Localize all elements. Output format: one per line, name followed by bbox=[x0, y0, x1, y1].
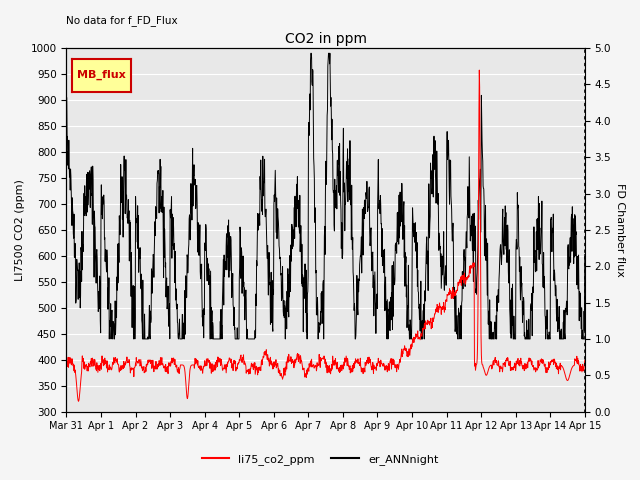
Legend: li75_co2_ppm, er_ANNnight: li75_co2_ppm, er_ANNnight bbox=[197, 450, 443, 469]
Y-axis label: LI7500 CO2 (ppm): LI7500 CO2 (ppm) bbox=[15, 179, 25, 281]
Text: No data for f_FD_Flux: No data for f_FD_Flux bbox=[67, 15, 178, 26]
Title: CO2 in ppm: CO2 in ppm bbox=[285, 32, 367, 46]
Y-axis label: FD Chamber flux: FD Chamber flux bbox=[615, 183, 625, 277]
